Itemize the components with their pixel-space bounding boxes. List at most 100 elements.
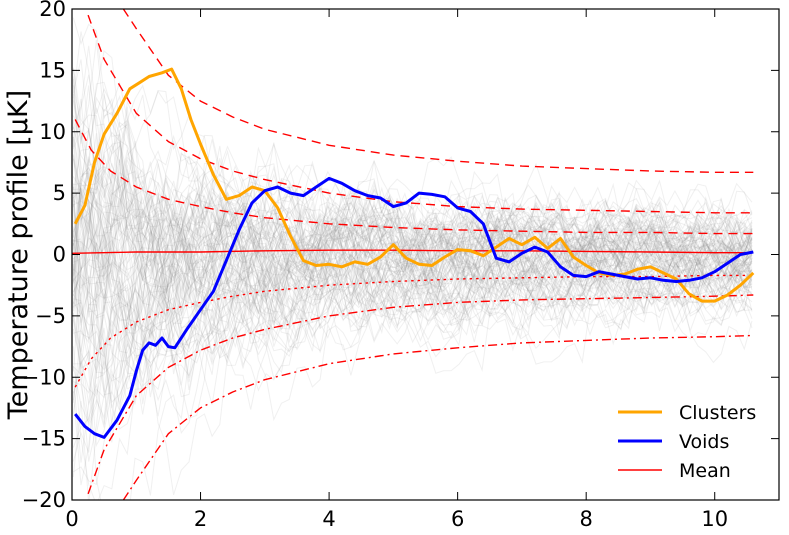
background-realization-line: [72, 186, 753, 425]
background-realization-line: [73, 186, 753, 486]
background-realization-line: [72, 196, 753, 448]
y-tick-label: 10: [39, 120, 66, 144]
background-realization-line: [72, 123, 753, 374]
background-realization-line: [72, 198, 753, 401]
background-realization-line: [72, 187, 753, 500]
background-realization-line: [72, 193, 753, 346]
mean-series-line: [72, 249, 754, 254]
background-realization-line: [72, 163, 753, 326]
background-realization-line: [72, 239, 753, 500]
background-realization-line: [72, 210, 753, 500]
background-realization-line: [72, 188, 753, 336]
background-realization-line: [72, 90, 753, 345]
background-realization-line: [72, 170, 753, 422]
background-realization-line: [72, 186, 753, 336]
clusters-series-line: [73, 67, 755, 303]
background-realization-line: [73, 159, 753, 352]
background-realization-line: [72, 153, 753, 349]
y-tick-label: 15: [39, 58, 66, 82]
background-realization-line: [72, 200, 753, 415]
background-realization-line: [72, 159, 753, 335]
background-realization-line: [72, 141, 753, 327]
background-realization-line: [72, 194, 753, 354]
background-realization-line: [72, 121, 753, 327]
confidence-line-8: [122, 334, 754, 500]
background-realization-line: [72, 166, 753, 365]
background-realization-line: [72, 201, 753, 364]
background-realization-line: [72, 186, 753, 340]
background-realization-line: [72, 194, 753, 463]
background-realization-line: [72, 164, 753, 313]
background-realization-line: [73, 199, 753, 405]
legend-label-voids: Voids: [679, 431, 729, 453]
background-realization-line: [72, 74, 753, 302]
background-realization-line: [72, 106, 753, 422]
background-realization-line: [73, 222, 753, 366]
background-realization-line: [72, 184, 753, 448]
background-realization-line: [73, 160, 753, 322]
y-tick-label: −15: [22, 427, 66, 451]
confidence-line-5: [122, 9, 754, 174]
background-realization-line: [72, 201, 753, 371]
background-realization-line: [72, 208, 753, 394]
background-realization-line: [72, 129, 753, 352]
x-tick-label: 6: [451, 507, 464, 531]
background-realization-line: [73, 194, 753, 419]
legend: Clusters Voids Mean: [618, 402, 756, 482]
background-realizations: [72, 17, 753, 500]
background-realization-line: [72, 137, 753, 379]
legend-label-mean: Mean: [679, 460, 731, 482]
background-realization-line: [72, 119, 753, 335]
background-realization-line: [72, 158, 753, 322]
background-realization-line: [72, 115, 753, 334]
x-tick-label: 2: [194, 507, 207, 531]
background-realization-line: [72, 17, 753, 326]
background-realization-line: [72, 200, 753, 328]
background-realization-line: [72, 76, 753, 311]
y-tick-label: −5: [35, 304, 66, 328]
x-tick-label: 0: [65, 507, 78, 531]
y-axis-label: Temperature profile [μK]: [3, 90, 34, 420]
y-tick-label: 5: [53, 181, 66, 205]
background-realization-line: [72, 185, 753, 462]
legend-label-clusters: Clusters: [679, 402, 756, 424]
y-tick-label: 0: [53, 243, 66, 267]
background-realization-line: [72, 136, 753, 322]
background-realization-line: [72, 197, 753, 430]
x-tick-label: 4: [322, 507, 335, 531]
background-realization-line: [72, 154, 753, 366]
background-realization-line: [72, 155, 753, 319]
background-realization-line: [72, 172, 753, 326]
background-realization-line: [72, 78, 753, 352]
confidence-line-4: [74, 119, 754, 235]
y-tick-label: −10: [22, 365, 66, 389]
background-realization-line: [72, 164, 753, 282]
background-realization-line: [72, 191, 753, 377]
background-realization-line: [73, 133, 753, 369]
data-lines: [73, 67, 755, 439]
background-realization-line: [72, 161, 753, 344]
background-realization-line: [72, 195, 753, 428]
background-realization-line: [72, 134, 753, 317]
axis-ticks: 0 2 4 6 8 10 −20 −15 −10 −5 0 5 10 15 20: [22, 0, 779, 531]
background-realization-line: [72, 138, 753, 367]
background-realization-line: [72, 139, 753, 340]
background-realization-line: [72, 158, 753, 353]
background-realization-line: [72, 149, 753, 291]
background-realization-line: [72, 177, 753, 369]
y-tick-label: −20: [22, 488, 66, 512]
x-tick-label: 10: [701, 507, 728, 531]
background-realization-line: [72, 81, 753, 350]
background-realization-line: [72, 40, 753, 324]
background-realization-line: [72, 183, 753, 425]
background-realization-line: [72, 128, 753, 337]
reference-lines: [72, 9, 754, 500]
y-tick-label: 20: [39, 0, 66, 21]
x-tick-label: 8: [579, 507, 592, 531]
background-realization-line: [72, 212, 753, 496]
background-realization-line: [72, 107, 753, 321]
background-realization-line: [72, 67, 753, 353]
background-realization-line: [72, 201, 753, 350]
confidence-line-3: [87, 14, 754, 214]
